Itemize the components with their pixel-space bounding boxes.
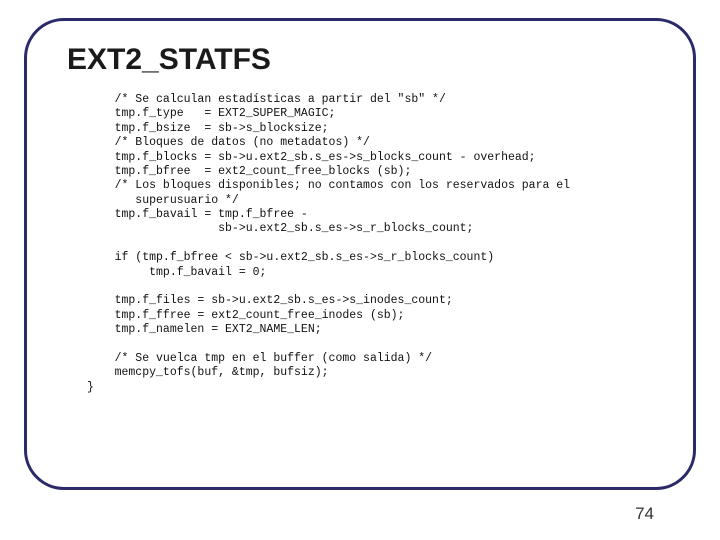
- slide-frame: EXT2_STATFS /* Se calculan estadísticas …: [24, 18, 696, 490]
- slide-title: EXT2_STATFS: [67, 43, 657, 77]
- page-number: 74: [635, 504, 654, 524]
- code-block: /* Se calculan estadísticas a partir del…: [87, 93, 657, 395]
